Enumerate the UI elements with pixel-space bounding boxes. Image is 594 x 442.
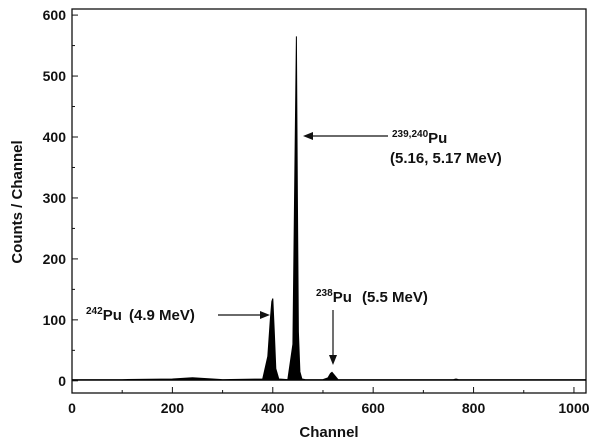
y-tick-label-200: 200 [43, 251, 67, 267]
x-tick-label-400: 400 [261, 400, 285, 416]
annotation-mass-pu239-240: 239,240 [392, 129, 429, 140]
y-tick-label-300: 300 [43, 190, 67, 206]
annotation-arrowhead-pu239-240 [303, 132, 313, 140]
annotation-mass-pu242: 242 [86, 306, 103, 317]
y-tick-label-600: 600 [43, 7, 67, 23]
y-tick-label-0: 0 [58, 373, 66, 389]
annotation-label-pu238: 238Pu [316, 288, 352, 306]
annotation-element-pu242: Pu [103, 307, 122, 324]
x-tick-label-1000: 1000 [558, 400, 589, 416]
x-tick-label-200: 200 [161, 400, 185, 416]
x-tick-label-600: 600 [361, 400, 385, 416]
y-tick-label-400: 400 [43, 129, 67, 145]
spectrum-line-0 [72, 36, 586, 381]
x-tick-label-0: 0 [68, 400, 76, 416]
x-tick-label-800: 800 [462, 400, 486, 416]
annotation-label-pu242: 242Pu [86, 306, 122, 324]
x-axis-title: Channel [299, 424, 358, 441]
annotation-mass-pu238: 238 [316, 288, 333, 299]
plot-frame [71, 8, 587, 394]
annotation-label-pu239-240: 239,240Pu [392, 129, 447, 147]
y-axis: 0 100 200 300 400 500 600 [43, 7, 78, 389]
y-tick-label-500: 500 [43, 68, 67, 84]
annotation-energy-pu242: (4.9 MeV) [129, 307, 195, 324]
spectrum-layer [72, 36, 586, 381]
annotation-energy-pu238: (5.5 MeV) [362, 289, 428, 306]
annotation-arrowhead-pu238 [329, 355, 337, 365]
annotation-energy-pu239-240: (5.16, 5.17 MeV) [390, 150, 502, 167]
annotation-arrowhead-pu242 [260, 311, 270, 319]
spectrum-area-0 [72, 36, 586, 381]
annotation-element-pu238: Pu [333, 289, 352, 306]
x-axis: 0 200 400 600 800 1000 [68, 387, 590, 416]
annotation-element-pu239-240: Pu [428, 130, 447, 147]
y-tick-label-100: 100 [43, 312, 67, 328]
annotations: 239,240Pu (5.16, 5.17 MeV) 242Pu (4.9 Me… [86, 129, 502, 365]
y-axis-title: Counts / Channel [9, 140, 26, 263]
